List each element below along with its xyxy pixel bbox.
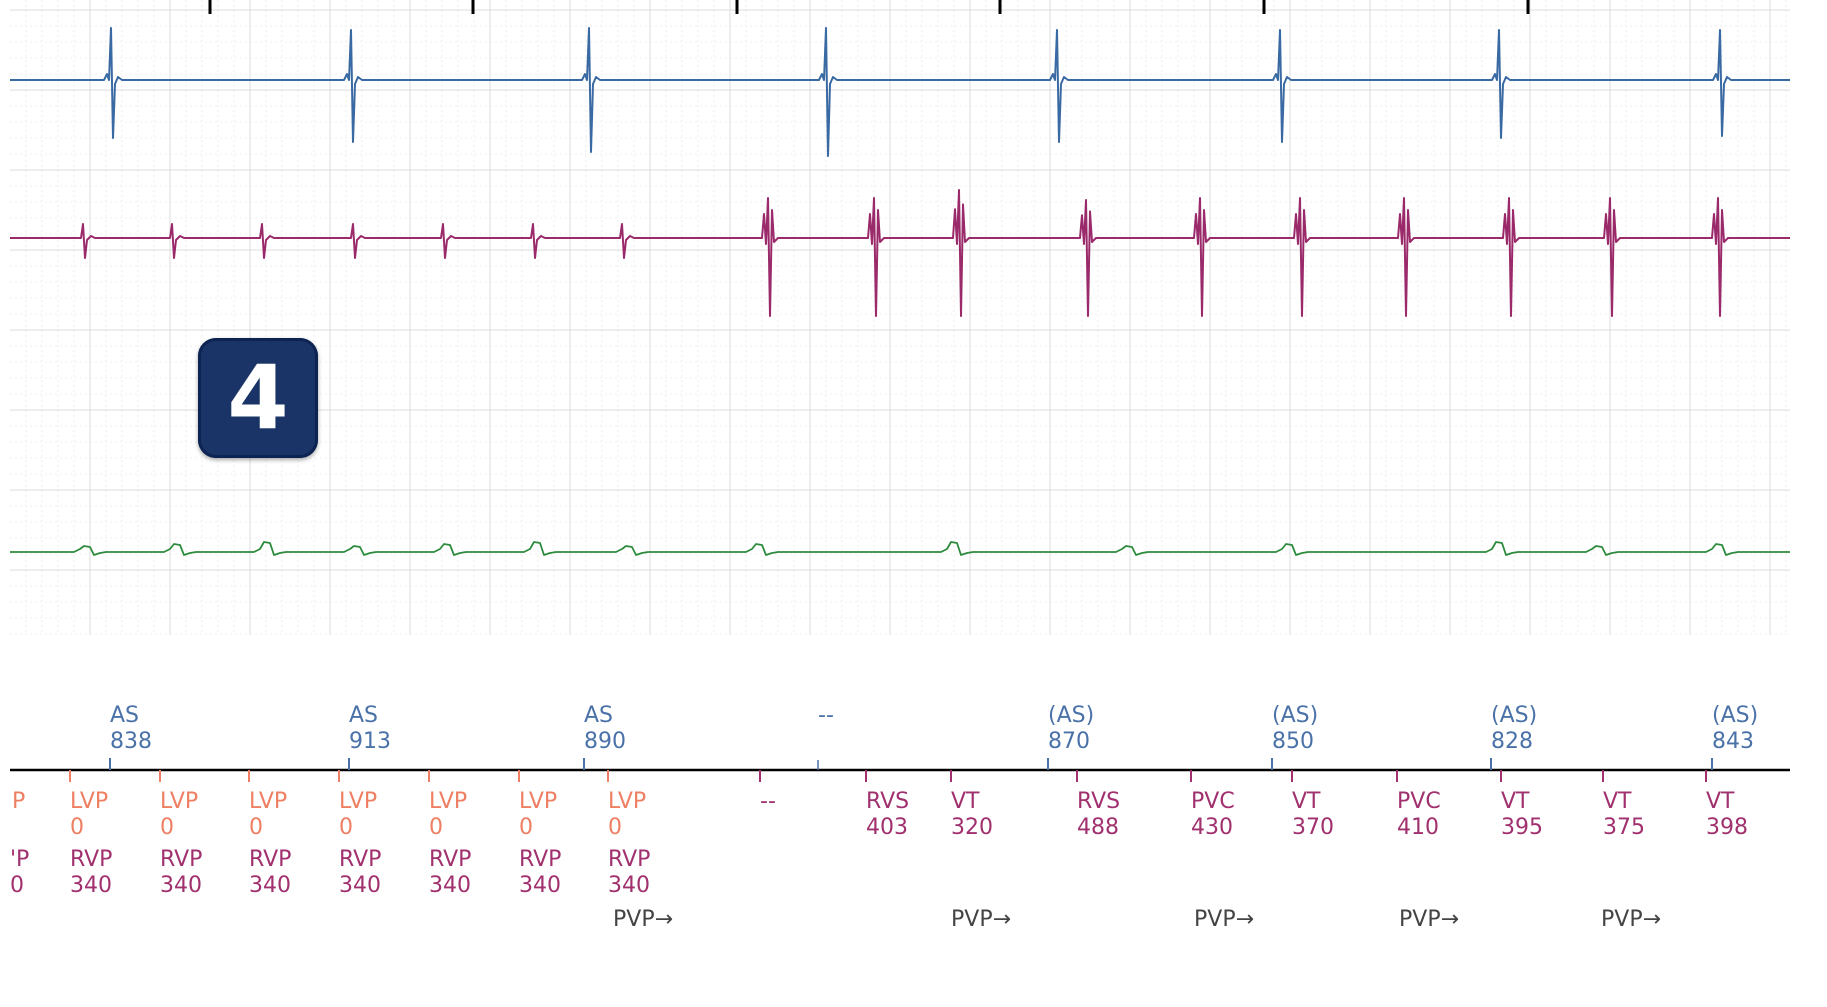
rv-pace-label: RVP <box>249 847 291 872</box>
atrial-marker-label: (AS) <box>1272 703 1318 728</box>
rv-marker-label: RVS <box>866 789 909 814</box>
rv-marker-value: 320 <box>951 815 993 840</box>
rv-marker-label: RVS <box>1077 789 1120 814</box>
pvp-marker-label: PVP→ <box>1601 907 1661 932</box>
rv-marker-value: 410 <box>1397 815 1439 840</box>
rv-marker-value: 395 <box>1501 815 1543 840</box>
lv-marker-value: 0 <box>70 815 84 840</box>
rv-marker-value: 375 <box>1603 815 1645 840</box>
lv-marker-value: 0 <box>339 815 353 840</box>
lv-marker-label: LVP <box>160 789 198 814</box>
top-time-ticks <box>208 0 1530 14</box>
rv-marker-label: VT <box>951 789 980 814</box>
atrial-marker-label: (AS) <box>1048 703 1094 728</box>
rv-pace-value: 340 <box>339 873 381 898</box>
lv-marker-value: 0 <box>160 815 174 840</box>
lv-marker-label: LVP <box>339 789 377 814</box>
rv-pace-value: 340 <box>519 873 561 898</box>
egm-trace-2 <box>10 189 1790 317</box>
rv-marker-label: PVC <box>1191 789 1235 814</box>
rv-pace-value: 340 <box>160 873 202 898</box>
rv-marker-label: VT <box>1603 789 1632 814</box>
lv-marker-value: 0 <box>429 815 443 840</box>
lv-marker-value: 0 <box>249 815 263 840</box>
rv-marker-label: VT <box>1501 789 1530 814</box>
rv-pace-label: RVP <box>339 847 381 872</box>
rv-pace-label: RVP <box>608 847 650 872</box>
panel-number: 4 <box>227 346 289 449</box>
rv-marker-label: VT <box>1706 789 1735 814</box>
atrial-marker-label: AS <box>349 703 378 728</box>
lv-marker-label: LVP <box>608 789 646 814</box>
atrial-marker-value: 870 <box>1048 729 1090 754</box>
rv-marker-value: 488 <box>1077 815 1119 840</box>
atrial-marker-value: 828 <box>1491 729 1533 754</box>
rv-pace-value: 0 <box>10 873 24 898</box>
atrial-marker-value: 890 <box>584 729 626 754</box>
atrial-marker-label: AS <box>110 703 139 728</box>
rv-pace-value: 340 <box>70 873 112 898</box>
rv-pace-label: RVP <box>519 847 561 872</box>
rv-pace-value: 340 <box>429 873 471 898</box>
lv-marker-label: LVP <box>249 789 287 814</box>
rv-pace-value: 340 <box>608 873 650 898</box>
atrial-marker-label: (AS) <box>1491 703 1537 728</box>
panel-number-badge: 4 <box>198 338 318 458</box>
atrial-marker-label: AS <box>584 703 613 728</box>
rv-pace-label: 'P <box>10 847 29 872</box>
rv-pace-label: RVP <box>429 847 471 872</box>
egm-traces <box>10 27 1790 556</box>
pvp-marker-label: PVP→ <box>951 907 1011 932</box>
atrial-marker-label: -- <box>818 703 834 728</box>
atrial-marker-value: 838 <box>110 729 152 754</box>
rv-marker-label: PVC <box>1397 789 1441 814</box>
lv-marker-label: LVP <box>429 789 467 814</box>
chart-grid <box>10 0 1790 635</box>
rv-pace-label: RVP <box>160 847 202 872</box>
lv-marker-label: LVP <box>519 789 557 814</box>
atrial-marker-value: 843 <box>1712 729 1754 754</box>
rv-marker-value: 403 <box>866 815 908 840</box>
atrial-marker-label: (AS) <box>1712 703 1758 728</box>
rv-pace-label: RVP <box>70 847 112 872</box>
rv-pace-value: 340 <box>249 873 291 898</box>
rv-marker-label: VT <box>1292 789 1321 814</box>
lv-marker-value: 0 <box>608 815 622 840</box>
rv-marker-label: -- <box>760 789 776 814</box>
rv-marker-value: 398 <box>1706 815 1748 840</box>
lv-marker-value: 0 <box>519 815 533 840</box>
rv-marker-value: 430 <box>1191 815 1233 840</box>
atrial-marker-value: 850 <box>1272 729 1314 754</box>
rv-marker-value: 370 <box>1292 815 1334 840</box>
egm-trace-3 <box>10 541 1790 556</box>
atrial-marker-value: 913 <box>349 729 391 754</box>
lv-marker-label: LVP <box>70 789 108 814</box>
pvp-marker-label: PVP→ <box>613 907 673 932</box>
pvp-marker-label: PVP→ <box>1194 907 1254 932</box>
pvp-marker-label: PVP→ <box>1399 907 1459 932</box>
lv-marker-label: P <box>12 789 25 814</box>
egm-trace-1 <box>10 27 1790 157</box>
